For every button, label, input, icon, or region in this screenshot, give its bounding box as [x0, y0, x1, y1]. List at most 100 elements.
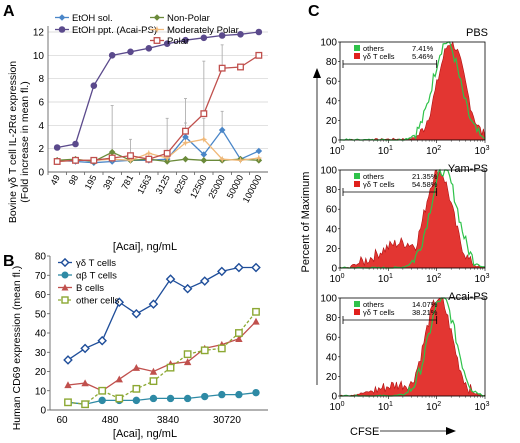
data-point: [182, 155, 189, 163]
panel-c: C Percent of Maximum 0 20 40 60 80 100 100 101 1…: [300, 3, 490, 438]
data-point: [131, 308, 142, 319]
legend-label: γδ T cells: [76, 258, 116, 269]
y-tick-label: 40: [35, 329, 47, 340]
panel-c-histograms: 0 20 40 60 80 100 100 101 102 103 others 7.41% γδ T …: [320, 27, 489, 413]
data-point: [145, 45, 153, 52]
x-tick-label: 3840: [157, 415, 180, 426]
data-point: [218, 64, 226, 72]
x-tick-label: 98: [67, 173, 81, 187]
x-tick-label: 391: [101, 173, 117, 191]
plot-frame: [339, 169, 486, 269]
data-point: [114, 297, 125, 307]
data-point: [149, 394, 158, 403]
data-point: [81, 400, 89, 409]
data-point: [217, 344, 226, 353]
y-tick-label: 0: [331, 264, 337, 275]
data-point: [182, 127, 189, 135]
data-point: [64, 398, 72, 407]
legend-label-others: others: [363, 44, 384, 53]
histogram-pbs: 0 20 40 60 80 100 100 101 102 103 others 7.41% γδ T …: [320, 27, 489, 157]
data-point: [218, 32, 226, 39]
data-point: [72, 156, 79, 164]
panel-b-series: [63, 262, 261, 409]
panel-a-ylabel: Bovine γδ T cell IL-2Rα expression: [7, 61, 19, 223]
x-tick-label: 103: [474, 273, 489, 285]
data-point: [234, 262, 244, 273]
data-point: [183, 394, 192, 403]
data-point: [235, 390, 243, 399]
legend-marker: [61, 284, 69, 291]
legend-label: Moderately Polar: [167, 25, 239, 36]
gd-percent: 38.21%: [412, 308, 438, 317]
panel-c-ylabel: Percent of Maximum: [300, 172, 312, 273]
data-point: [132, 384, 141, 393]
panel-b: B Human CD69 expression (mean fl.) 0 10 20…: [3, 252, 268, 440]
panel-b-label: B: [3, 253, 15, 270]
x-tick-label: 102: [426, 401, 441, 413]
x-tick-label: 49: [48, 173, 62, 187]
panel-a: A Bovine γδ T cell IL-2Rα expression (Fo…: [3, 3, 268, 253]
data-point: [252, 317, 260, 325]
x-tick-label: 25000: [206, 173, 227, 200]
x-tick-label: 60: [56, 415, 68, 426]
data-point: [163, 149, 171, 157]
x-tick-label: 100: [329, 401, 344, 413]
panel-a-axes: [47, 26, 268, 175]
y-tick-label: 12: [33, 28, 45, 39]
series-line: [67, 311, 257, 405]
y-tick-label: 0: [38, 168, 44, 179]
data-point: [165, 274, 176, 284]
others-percent: 7.41%: [412, 44, 434, 53]
data-point: [98, 386, 107, 395]
y-tick-label: 100: [320, 294, 337, 305]
panel-a-ylabel-2: (Fold increase in mean fl.): [19, 81, 31, 202]
legend-swatch-gd: [354, 53, 360, 59]
y-tick-label: 70: [35, 271, 47, 282]
legend-label: EtOH ppt. (Acai-PS): [72, 25, 157, 36]
x-tick-label: 6250: [172, 173, 190, 195]
y-tick-label: 80: [326, 57, 338, 68]
data-point: [149, 367, 158, 375]
legend-marker: [58, 26, 66, 33]
data-point: [235, 335, 243, 342]
data-point: [163, 158, 171, 165]
legend-label-gd: γδ T cells: [363, 180, 395, 189]
series-line: [57, 138, 259, 163]
data-point: [90, 156, 98, 164]
data-point: [183, 358, 192, 366]
data-point: [166, 363, 175, 372]
legend-marker: [60, 257, 70, 268]
plot-frame: [339, 41, 486, 141]
panel-b-ylabel: Human CD69 expression (mean fl.): [11, 266, 23, 431]
y-tick-label: 100: [320, 166, 337, 177]
legend-swatch-gd: [354, 181, 360, 187]
legend-swatch-gd: [354, 309, 360, 315]
others-percent: 21.35%: [412, 172, 438, 181]
data-point: [218, 390, 226, 399]
data-point: [199, 276, 210, 286]
x-tick-label: 103: [474, 401, 489, 413]
histogram-title: PBS: [466, 27, 488, 39]
panel-a-legend: EtOH sol.EtOH ppt. (Acai-PS) Non-PolarMod…: [55, 13, 239, 47]
panel-c-label: C: [308, 3, 320, 20]
series-line: [57, 54, 260, 163]
legend-swatch-others: [354, 45, 360, 51]
y-tick-label: 20: [35, 367, 47, 378]
data-point: [81, 379, 89, 387]
legend-marker: [58, 14, 66, 21]
histogram-title: Acai-PS: [448, 291, 488, 303]
data-point: [182, 133, 189, 141]
legend-swatch-others: [354, 301, 360, 307]
data-point: [255, 154, 263, 162]
x-tick-label: 101: [378, 145, 393, 157]
data-point: [127, 48, 134, 56]
data-point: [237, 31, 244, 38]
legend-label: other cells: [76, 296, 120, 307]
data-point: [63, 355, 73, 365]
panel-c-xlabel-arrowhead: [446, 427, 456, 435]
panel-a-label: A: [3, 3, 15, 20]
data-point: [72, 140, 79, 148]
histogram-title: Yam-PS: [448, 163, 488, 175]
gd-t-cell-histogram: [339, 297, 486, 397]
